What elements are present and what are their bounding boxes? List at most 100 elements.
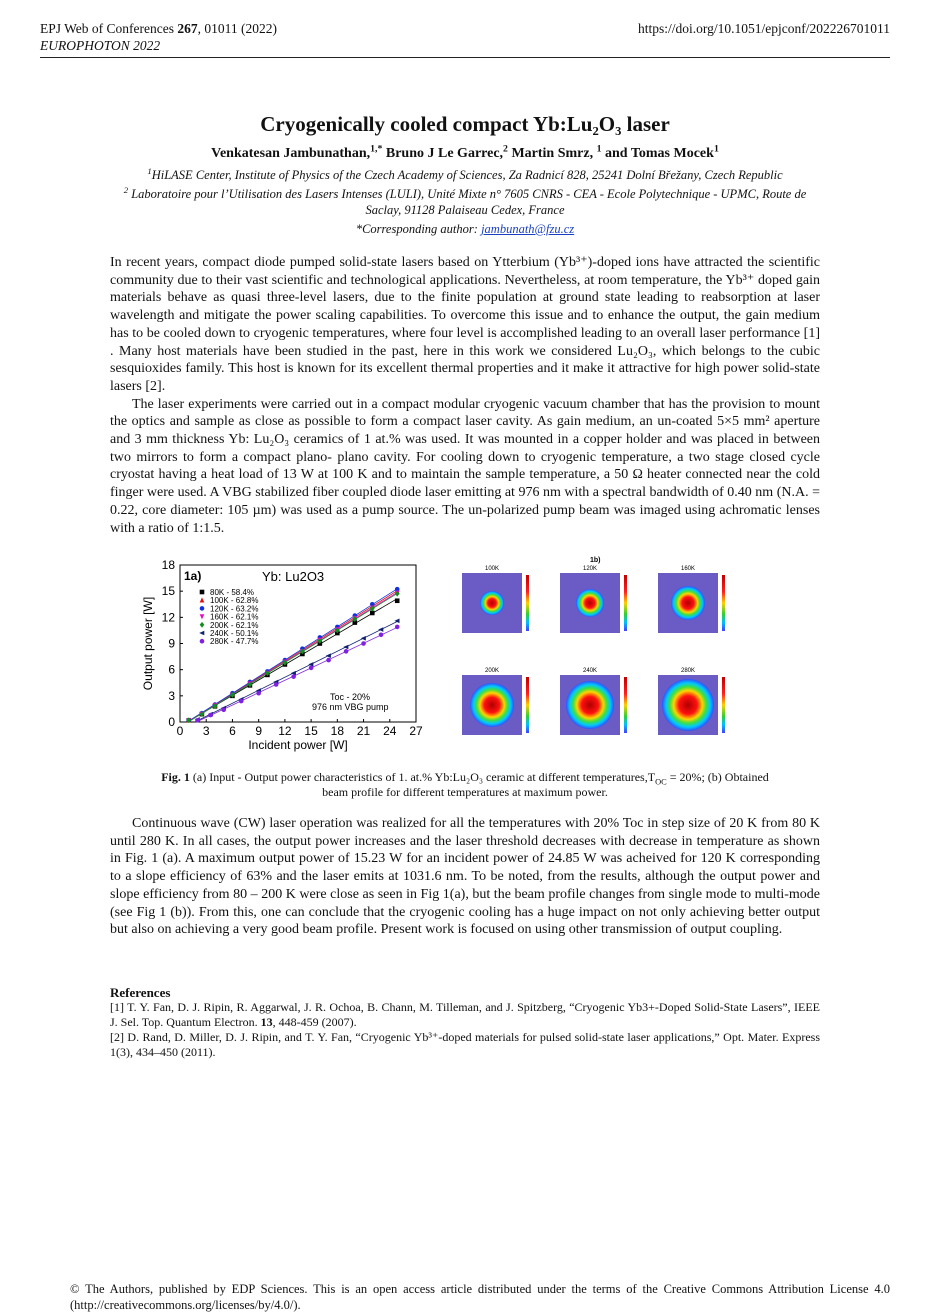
conference-name: EUROPHOTON 2022 <box>40 38 161 53</box>
x-tick-label: 0 <box>177 724 184 738</box>
colorbar <box>526 575 529 631</box>
affiliation-2: 2 Laboratoire pour l’Utilisation des Las… <box>123 184 807 217</box>
data-point <box>369 610 375 616</box>
legend-marker <box>199 621 205 628</box>
data-point <box>317 637 323 644</box>
beam-profile-temp-label: 240K <box>583 668 597 674</box>
data-point <box>199 711 205 718</box>
beam-profile-temp-label: 280K <box>681 668 695 674</box>
data-point <box>300 648 305 655</box>
legend-marker <box>199 589 205 595</box>
data-point <box>361 641 366 646</box>
annotation-toc: Toc - 20% <box>330 692 370 702</box>
data-point <box>308 665 314 671</box>
license-footer: © The Authors, published by EDP Sciences… <box>70 1282 890 1312</box>
x-tick-label: 21 <box>357 724 371 738</box>
legend-entry: 120K - 63.2% <box>210 604 258 613</box>
data-point <box>369 601 375 607</box>
paragraph-2: The laser experiments were carried out i… <box>110 396 820 536</box>
y-tick-label: 3 <box>168 689 175 703</box>
data-point <box>208 712 213 718</box>
legend-marker <box>199 597 205 603</box>
data-point <box>238 698 244 704</box>
data-point <box>378 627 384 632</box>
beam-profile-temp-label: 100K <box>485 566 499 572</box>
x-tick-label: 15 <box>304 724 318 738</box>
beam-spot <box>480 591 504 615</box>
fit-line <box>188 588 398 722</box>
y-tick-label: 6 <box>168 663 175 677</box>
colorbar <box>624 677 627 733</box>
data-point <box>360 635 366 641</box>
data-point <box>230 692 235 698</box>
data-point <box>325 653 331 659</box>
data-point <box>291 674 296 679</box>
beam-profile-panel: 280K <box>658 668 725 735</box>
author-list: Venkatesan Jambunathan,1,* Bruno J Le Ga… <box>211 143 719 161</box>
legend-marker <box>199 606 205 611</box>
data-point <box>256 690 261 696</box>
x-tick-label: 18 <box>331 724 345 738</box>
x-tick-label: 24 <box>383 724 397 738</box>
colorbar <box>722 677 725 733</box>
data-point <box>290 670 296 676</box>
data-point <box>308 662 314 667</box>
data-point <box>394 586 400 592</box>
beam-spot <box>671 586 705 620</box>
references-heading: References <box>110 985 171 1000</box>
legend-marker <box>199 638 205 644</box>
legend-entry: 80K - 58.4% <box>210 588 254 597</box>
beam-spot <box>662 679 714 731</box>
x-tick-label: 3 <box>203 724 210 738</box>
data-point <box>378 632 384 638</box>
legend-entry: 240K - 50.1% <box>210 629 258 638</box>
paper-title: Cryogenically cooled compact Yb:Lu₂O₃ la… <box>260 112 670 136</box>
data-point <box>265 670 270 677</box>
y-axis-label: Output power [W] <box>141 597 155 690</box>
beam-profile-panel: 100K <box>462 566 529 633</box>
chart-title: Yb: Lu2O3 <box>262 569 324 584</box>
journal-line: EPJ Web of Conferences 267, 01011 (2022) <box>40 21 278 36</box>
beam-profile-svg: 100K 120K 160K 200K 240K 280K <box>462 566 725 735</box>
beam-profile-panel: 120K <box>560 566 627 633</box>
data-point <box>195 717 200 723</box>
intro-paragraphs: In recent years, compact diode pumped so… <box>110 254 820 537</box>
legend-entry: 200K - 62.1% <box>210 621 258 630</box>
y-tick-label: 12 <box>162 610 176 624</box>
results-paragraph-wrap: Continuous wave (CW) laser operation was… <box>110 815 820 939</box>
beam-profile-grid: 100K 120K 160K 200K 240K 280K <box>462 565 822 765</box>
data-point <box>352 616 358 622</box>
colorbar <box>722 575 725 631</box>
beam-profile-temp-label: 120K <box>583 566 597 572</box>
x-tick-label: 27 <box>409 724 423 738</box>
author-email-link[interactable]: jambunath@fzu.cz <box>481 222 575 236</box>
beam-profile-panel: 160K <box>658 566 725 633</box>
legend-entry: 160K - 62.1% <box>210 613 258 622</box>
data-point <box>394 624 400 630</box>
data-point <box>343 644 349 650</box>
y-tick-label: 18 <box>162 558 176 572</box>
data-point <box>394 598 400 604</box>
data-point <box>394 590 400 597</box>
doi-link[interactable]: https://doi.org/10.1051/epjconf/20222670… <box>638 21 890 36</box>
data-point <box>282 659 288 666</box>
panel-label: 1a) <box>184 569 201 583</box>
y-tick-label: 15 <box>162 584 176 598</box>
legend-marker <box>199 630 205 636</box>
paragraph-1: In recent years, compact diode pumped so… <box>110 255 820 394</box>
running-header: EPJ Web of Conferences 267, 01011 (2022)… <box>40 20 277 54</box>
affiliation-1: 1HiLASE Center, Institute of Physics of … <box>147 165 783 182</box>
figure-caption: Fig. 1 (a) Input - Output power characte… <box>161 770 769 799</box>
beam-profile-temp-label: 200K <box>485 668 499 674</box>
x-tick-label: 12 <box>278 724 292 738</box>
data-point <box>212 703 218 710</box>
fit-line <box>188 593 398 722</box>
colorbar <box>526 677 529 733</box>
x-tick-label: 9 <box>255 724 262 738</box>
beam-profile-temp-label: 160K <box>681 566 695 572</box>
data-point <box>221 707 227 713</box>
beam-spot <box>576 589 604 617</box>
data-point <box>394 618 400 624</box>
fig-1b-label-wrap: 1b) <box>590 557 601 564</box>
